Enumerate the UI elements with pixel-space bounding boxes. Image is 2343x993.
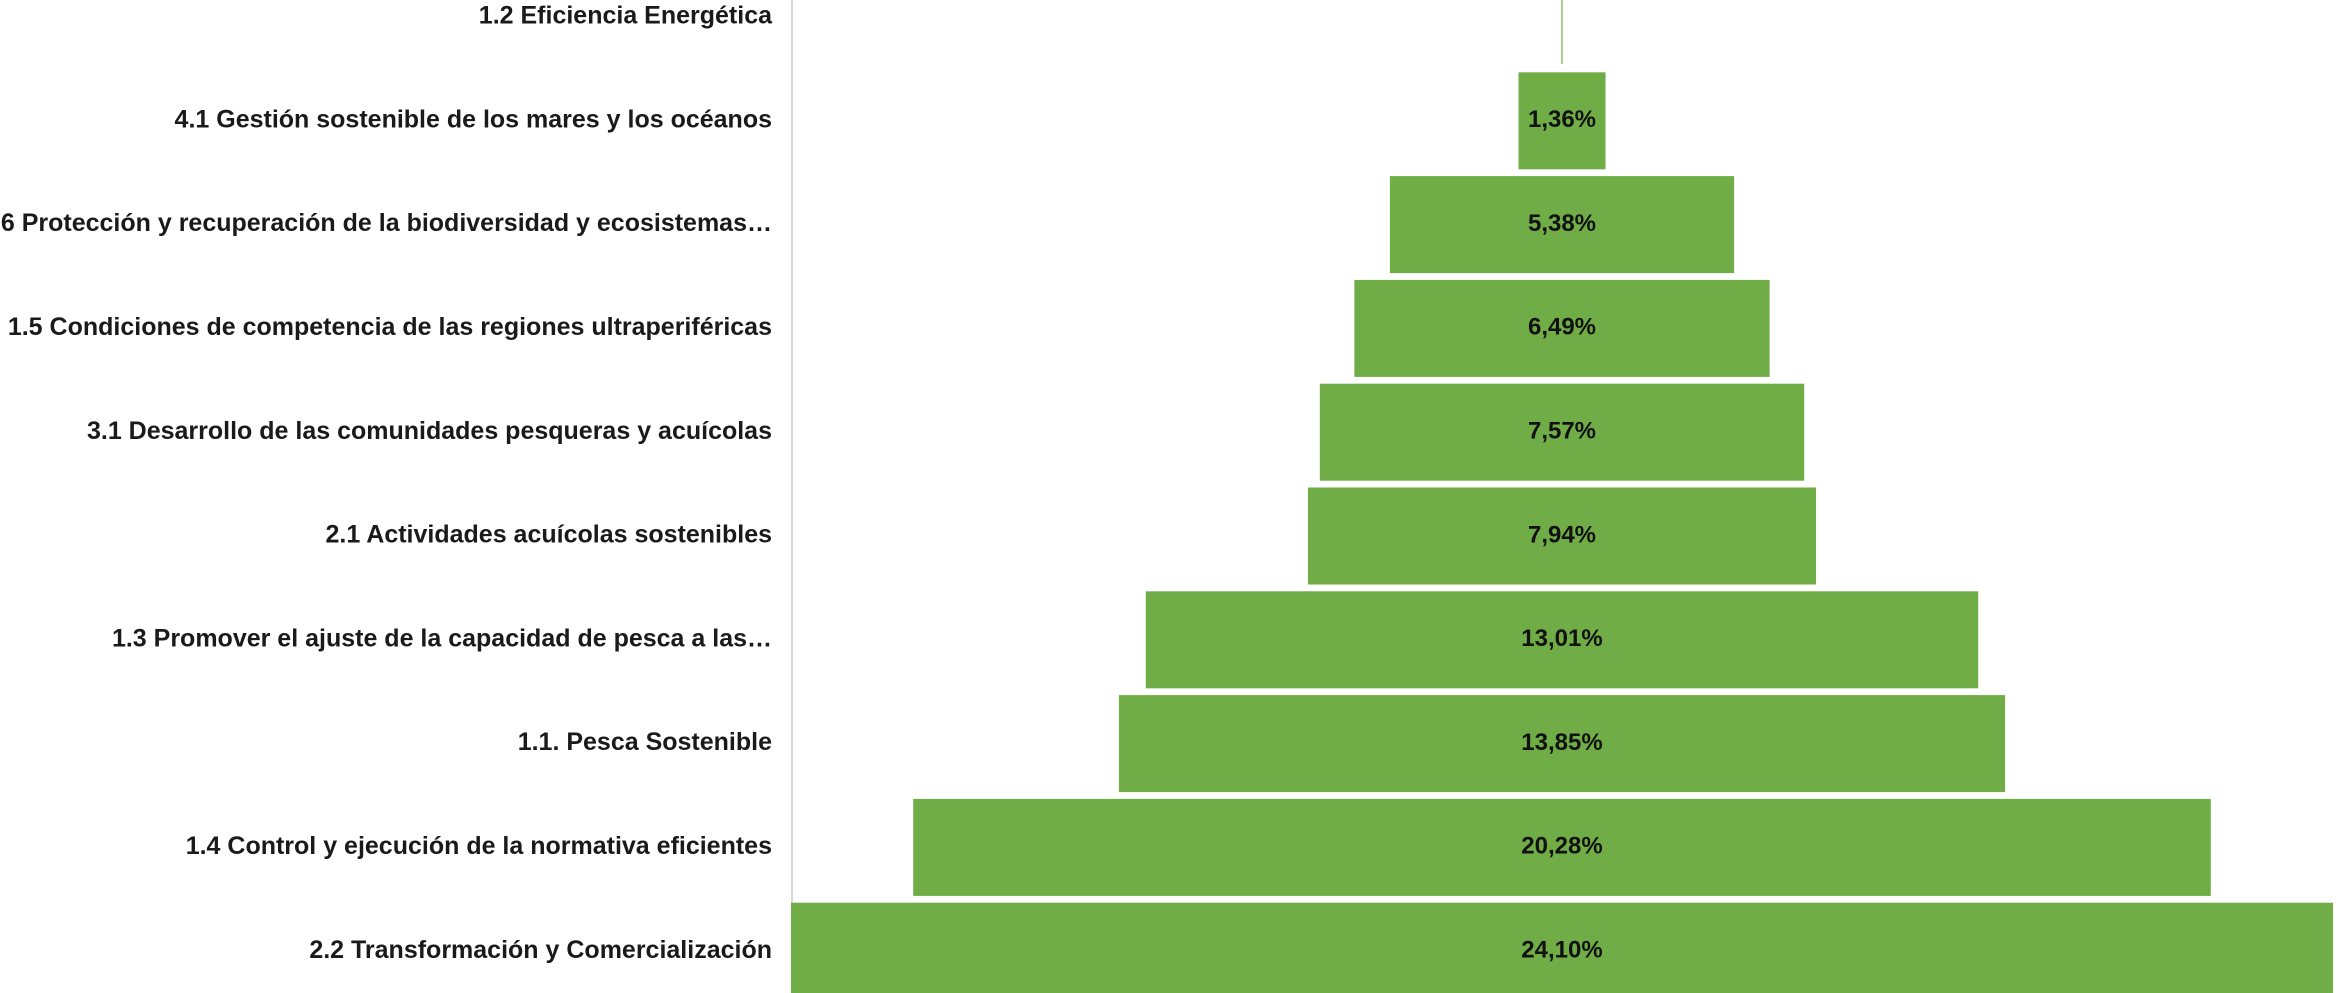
funnel-bar (1354, 279, 1770, 377)
category-label: 1.2 Eficiencia Energética (479, 2, 773, 30)
data-label: 5,38% (1528, 210, 1596, 237)
data-label: 6,49% (1528, 314, 1596, 341)
labels-layer: 1.2 Eficiencia Energética 4.1 Gestión sos… (0, 2, 1603, 964)
funnel-bar (913, 798, 2211, 896)
data-label: 20,28% (1521, 833, 1602, 860)
funnel-bar (1389, 176, 1735, 274)
category-label: 1.6 Protección y recuperación de la biod… (0, 209, 772, 237)
category-label: 1.3 Promover el ajuste de la capacidad d… (112, 624, 772, 652)
data-label: 7,94% (1528, 521, 1596, 548)
funnel-bar (1319, 383, 1805, 481)
funnel-bar (791, 902, 2333, 993)
category-label: 1.4 Control y ejecución de la normativa … (186, 832, 772, 860)
funnel-bar (1307, 487, 1817, 585)
category-label: 2.1 Actividades acuícolas sostenibles (326, 521, 773, 549)
category-label: 1.1. Pesca Sostenible (518, 728, 772, 756)
data-label: 13,01% (1521, 625, 1602, 652)
funnel-bar (1145, 591, 1979, 689)
funnel-bar (1518, 72, 1606, 170)
data-label: 24,10% (1521, 937, 1602, 964)
data-label: 13,85% (1521, 729, 1602, 756)
data-label: 7,57% (1528, 418, 1596, 445)
data-label: 1,36% (1528, 106, 1596, 133)
category-label: 3.1 Desarrollo de las comunidades pesque… (87, 417, 772, 445)
category-label: 4.1 Gestión sostenible de los mares y lo… (175, 105, 772, 133)
category-label: 1.5 Condiciones de competencia de las re… (8, 313, 772, 341)
bars-layer (791, 72, 2333, 993)
funnel-bar (1118, 695, 2006, 793)
category-label: 2.2 Transformación y Comercialización (309, 936, 772, 964)
